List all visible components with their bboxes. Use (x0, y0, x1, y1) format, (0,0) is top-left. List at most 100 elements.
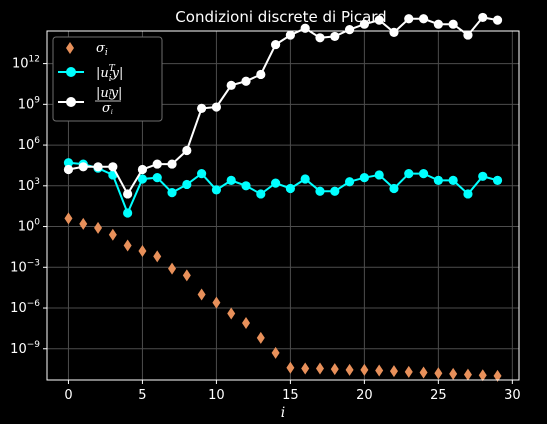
data-point-circle (63, 164, 74, 175)
data-point-diamond (478, 369, 487, 382)
data-point-circle (492, 175, 503, 185)
data-point-circle (492, 15, 503, 25)
data-point-diamond (256, 331, 265, 344)
data-point-circle (182, 179, 192, 190)
y-tick-label: 10−9 (10, 340, 40, 357)
data-point-diamond (434, 367, 443, 380)
data-point-circle (211, 102, 222, 112)
x-tick-label: 20 (356, 388, 373, 403)
data-point-circle (448, 19, 458, 29)
data-point-circle (152, 173, 162, 183)
data-point-circle (315, 33, 325, 43)
data-point-circle (418, 14, 429, 24)
data-point-diamond (463, 368, 472, 381)
svg-text:σi: σi (102, 101, 113, 116)
data-point-diamond (94, 221, 103, 234)
data-point-diamond (389, 365, 398, 378)
data-point-diamond (79, 217, 88, 230)
legend-box (52, 36, 163, 122)
data-point-diamond (271, 346, 280, 359)
data-point-circle (344, 25, 355, 35)
series-0 (64, 212, 502, 382)
data-point-diamond (197, 288, 206, 301)
data-point-circle (197, 168, 207, 179)
data-point-circle (152, 159, 162, 169)
data-point-circle (226, 80, 236, 90)
data-point-diamond (182, 269, 191, 282)
data-point-diamond (360, 363, 369, 376)
data-point-circle (389, 183, 399, 194)
data-point-diamond (345, 363, 354, 376)
data-point-circle (285, 30, 295, 40)
data-point-circle (137, 174, 148, 184)
data-point-circle (300, 174, 310, 184)
data-point-diamond (227, 307, 236, 320)
data-point-circle (256, 69, 266, 80)
data-point-circle (108, 162, 118, 172)
data-point-diamond (242, 316, 251, 329)
data-point-circle (300, 23, 310, 33)
data-point-diamond (315, 362, 324, 375)
y-tick-label: 10−6 (10, 299, 40, 316)
data-point-circle (448, 175, 458, 185)
x-tick-label: 5 (138, 388, 146, 403)
data-point-circle (344, 177, 355, 187)
data-point-circle (374, 170, 384, 180)
data-point-circle (167, 187, 177, 198)
legend-sigma-marker (66, 42, 74, 54)
series-layer (63, 12, 503, 382)
y-tick-label: 109 (18, 95, 41, 112)
y-tick-label: 100 (18, 218, 41, 235)
y-tick-label: 103 (18, 177, 40, 194)
data-point-circle (271, 178, 281, 188)
data-point-circle (463, 30, 473, 40)
y-tick-label: 10−3 (10, 258, 40, 275)
legend: σi |uT iy| |uT iy| σi (52, 36, 163, 122)
y-tick-label: 1012 (12, 55, 40, 72)
data-point-diamond (212, 296, 221, 309)
data-point-diamond (168, 262, 177, 275)
legend-ratio-marker (66, 97, 76, 107)
data-point-circle (93, 162, 103, 172)
data-point-circle (389, 27, 399, 37)
legend-uty-label: |uT iy| (96, 64, 123, 84)
y-axis: 100 103 106 109 1012 10−3 10−6 10−9 (10, 55, 47, 357)
data-point-circle (404, 14, 414, 24)
data-point-circle (478, 12, 488, 23)
data-point-diamond (419, 366, 428, 379)
data-point-diamond (108, 228, 117, 241)
legend-ratio-label: |uT iy| σi (95, 86, 122, 116)
data-point-circle (418, 168, 429, 179)
chart-title: Condizioni discrete di Picard (175, 8, 386, 26)
data-point-circle (137, 164, 148, 175)
x-axis: 0 5 10 15 20 25 30 (64, 380, 521, 403)
y-tick-label: 106 (18, 136, 41, 153)
x-tick-label: 10 (208, 388, 225, 403)
data-point-circle (226, 175, 236, 185)
data-point-diamond (404, 365, 413, 378)
data-point-circle (359, 173, 369, 183)
data-point-diamond (301, 362, 310, 375)
data-point-diamond (330, 363, 339, 376)
x-tick-label: 0 (64, 388, 72, 403)
legend-uty-marker (66, 67, 76, 77)
plot-frame (46, 30, 520, 381)
data-point-circle (359, 19, 369, 29)
data-point-circle (241, 76, 251, 86)
data-point-circle (197, 103, 207, 114)
data-point-circle (315, 186, 325, 196)
legend-sigma-label: σi (96, 41, 108, 58)
data-point-circle (63, 158, 74, 168)
data-point-circle (167, 159, 177, 169)
data-point-circle (433, 175, 443, 185)
data-point-circle (256, 189, 266, 199)
x-axis-label: i (281, 405, 285, 421)
data-point-diamond (64, 212, 73, 225)
data-point-circle (123, 189, 133, 199)
x-tick-label: 15 (282, 388, 299, 403)
data-point-diamond (153, 250, 162, 263)
data-point-diamond (375, 364, 384, 377)
data-point-diamond (286, 361, 295, 374)
data-point-circle (211, 185, 222, 195)
